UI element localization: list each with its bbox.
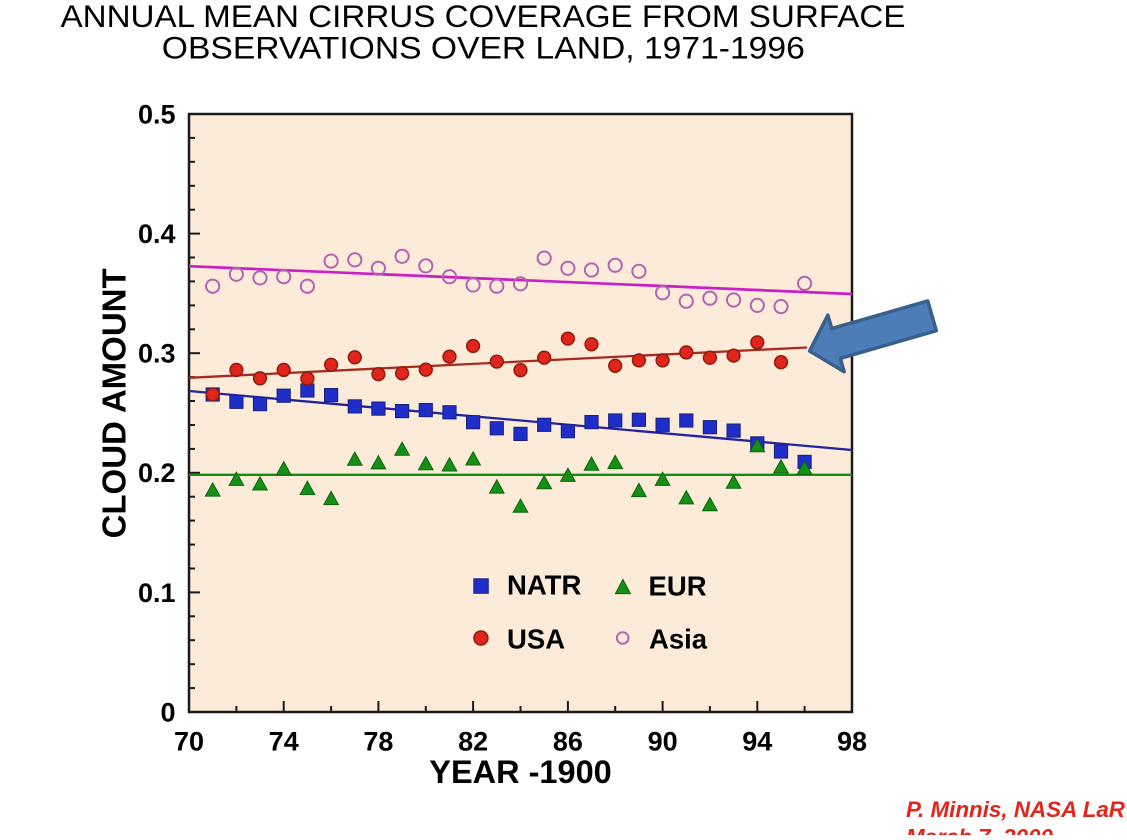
svg-text:Asia: Asia <box>649 624 708 655</box>
svg-text:USA: USA <box>507 624 565 655</box>
svg-text:ANNUAL MEAN CIRRUS COVERAGE FR: ANNUAL MEAN CIRRUS COVERAGE FROM SURFACE <box>61 0 906 34</box>
svg-text:0: 0 <box>160 697 175 727</box>
svg-text:0.1: 0.1 <box>138 578 176 608</box>
svg-text:P. Minnis, NASA LaR: P. Minnis, NASA LaR <box>906 797 1126 822</box>
svg-text:94: 94 <box>742 727 772 757</box>
svg-text:86: 86 <box>553 727 583 757</box>
svg-text:March 7, 2000: March 7, 2000 <box>906 824 1053 835</box>
svg-text:NATR: NATR <box>507 569 581 600</box>
svg-text:78: 78 <box>363 727 393 757</box>
svg-text:OBSERVATIONS OVER LAND, 1971-1: OBSERVATIONS OVER LAND, 1971-1996 <box>162 30 805 65</box>
svg-text:0.4: 0.4 <box>138 219 176 249</box>
svg-text:74: 74 <box>269 727 299 757</box>
svg-text:82: 82 <box>458 727 488 757</box>
svg-text:0.3: 0.3 <box>138 339 176 369</box>
svg-text:0.2: 0.2 <box>138 458 176 488</box>
svg-text:CLOUD AMOUNT: CLOUD AMOUNT <box>96 268 133 538</box>
svg-text:0.5: 0.5 <box>138 99 176 129</box>
svg-text:98: 98 <box>837 727 867 757</box>
svg-text:70: 70 <box>174 727 204 757</box>
svg-text:90: 90 <box>648 727 678 757</box>
svg-text:EUR: EUR <box>649 570 707 601</box>
svg-text:YEAR -1900: YEAR -1900 <box>429 754 611 790</box>
